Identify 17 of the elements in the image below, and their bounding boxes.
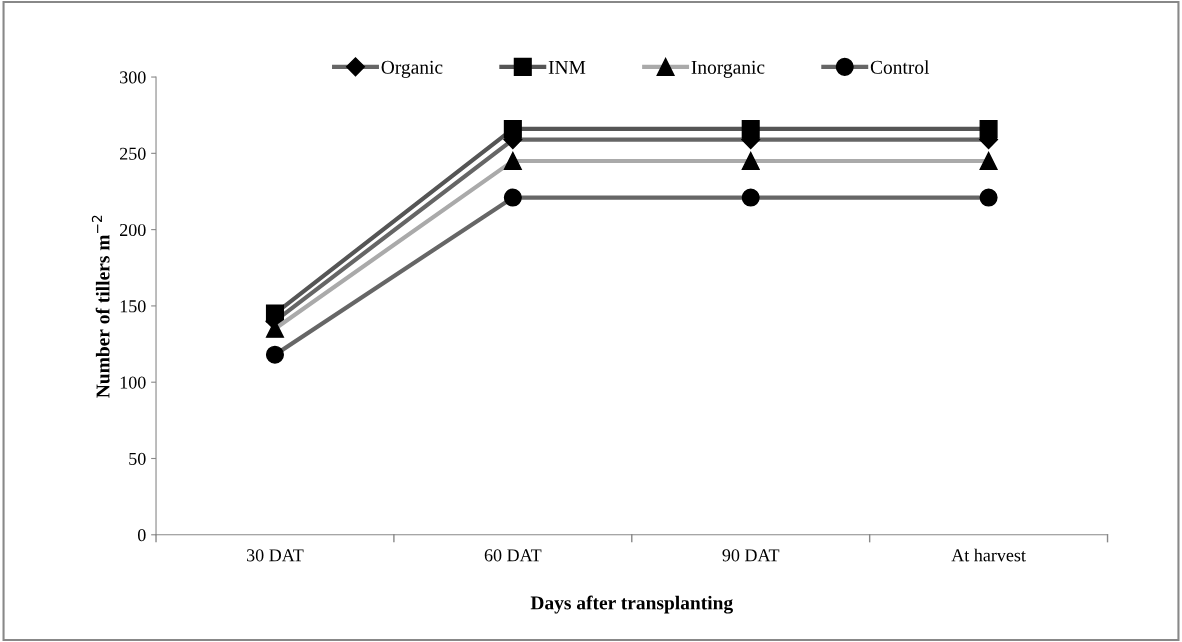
x-tick-label: 30 DAT [246, 549, 304, 562]
legend-label: Organic [381, 60, 443, 78]
legend-label: INM [548, 60, 586, 74]
y-tick-label: 0 [137, 529, 146, 542]
y-axis-title: Number of tillers m$^{−2}$ [91, 215, 110, 398]
y-tick-label: 150 [120, 300, 146, 313]
y-tick-label: 300 [120, 71, 146, 84]
y-tick-label: 100 [120, 376, 146, 389]
legend-label: Control [870, 60, 930, 74]
x-tick-label: At harvest [951, 548, 1026, 562]
y-tick-label: 250 [120, 147, 146, 160]
y-tick-label: 200 [120, 223, 146, 237]
legend-label: Inorganic [691, 60, 765, 78]
x-axis-title: Days after transplanting [530, 595, 733, 614]
x-tick-label: 90 DAT [722, 549, 780, 562]
x-tick-label: 60 DAT [484, 549, 542, 562]
y-tick-label: 50 [129, 452, 146, 465]
